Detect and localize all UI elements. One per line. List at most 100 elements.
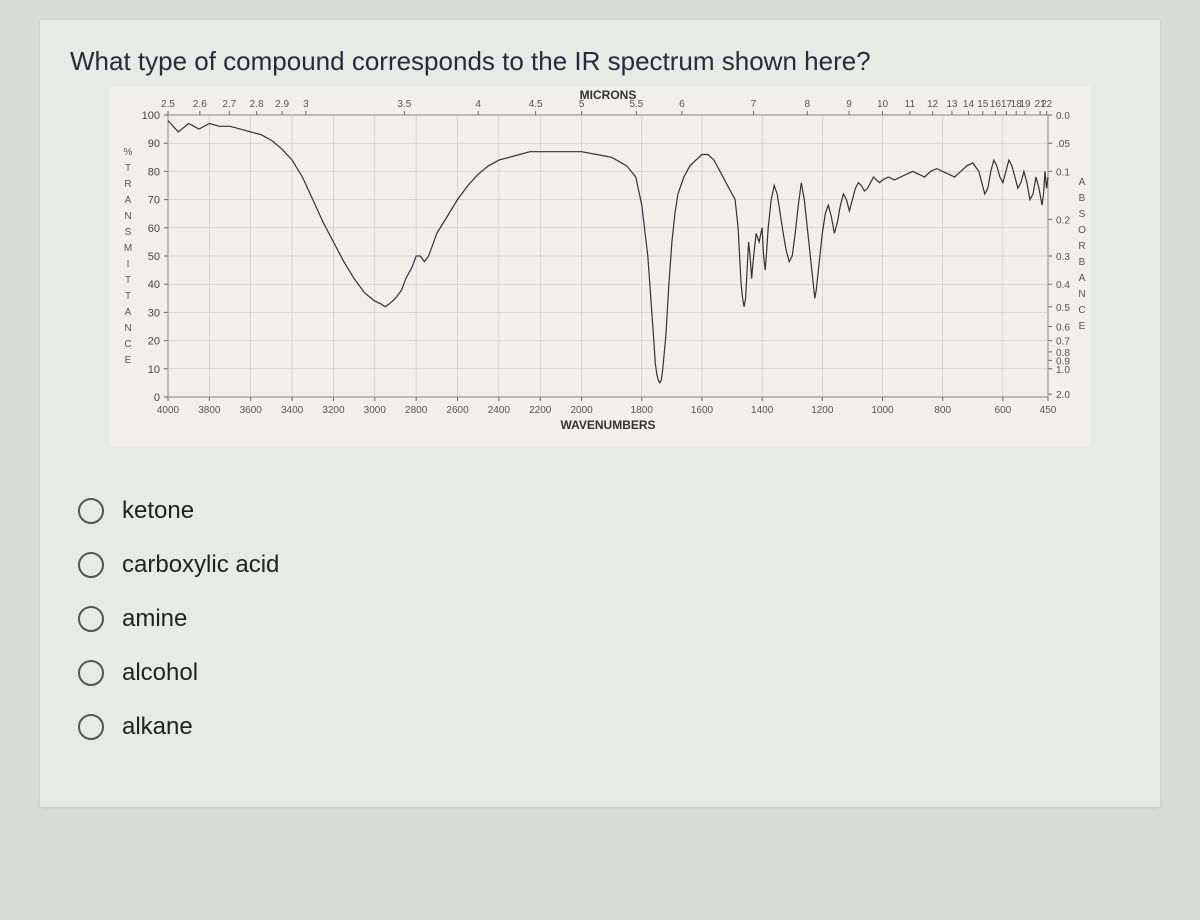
svg-text:2000: 2000 [570,405,593,416]
svg-text:0.1: 0.1 [1056,167,1070,178]
option-row[interactable]: alkane [78,713,1130,741]
svg-text:S: S [1079,209,1086,220]
svg-text:8: 8 [804,99,810,110]
svg-text:B: B [1079,193,1086,204]
option-label: alcohol [122,659,198,687]
ir-spectrum-chart: 10090807060504030201000.0.050.10.20.30.4… [110,87,1090,447]
svg-text:2.8: 2.8 [250,99,264,110]
svg-text:20: 20 [148,336,160,348]
radio-button[interactable] [78,552,104,578]
question-card: What type of compound corresponds to the… [40,20,1160,807]
svg-text:WAVENUMBERS: WAVENUMBERS [560,418,655,432]
svg-text:60: 60 [148,223,160,235]
svg-text:22: 22 [1041,99,1053,110]
svg-text:3800: 3800 [198,405,221,416]
option-label: carboxylic acid [122,551,279,579]
svg-text:2400: 2400 [488,405,511,416]
svg-text:30: 30 [148,307,160,319]
svg-text:T: T [125,163,131,174]
svg-text:MICRONS: MICRONS [580,88,637,102]
svg-text:14: 14 [963,99,975,110]
option-label: alkane [122,713,193,741]
svg-text:M: M [124,243,132,254]
svg-text:2.5: 2.5 [161,99,175,110]
svg-text:3400: 3400 [281,405,304,416]
option-label: ketone [122,497,194,525]
svg-text:T: T [125,291,131,302]
option-row[interactable]: amine [78,605,1130,633]
svg-text:A: A [1079,273,1086,284]
svg-text:0.6: 0.6 [1056,323,1070,334]
svg-text:E: E [125,355,132,366]
svg-text:0.2: 0.2 [1056,215,1070,226]
radio-button[interactable] [78,714,104,740]
svg-text:7: 7 [751,99,757,110]
svg-text:40: 40 [148,279,160,291]
svg-text:C: C [1078,305,1085,316]
svg-text:0.5: 0.5 [1056,303,1070,314]
svg-text:N: N [124,323,131,334]
svg-text:1400: 1400 [751,405,774,416]
svg-text:12: 12 [927,99,939,110]
svg-text:450: 450 [1040,405,1057,416]
svg-text:9: 9 [846,99,852,110]
svg-text:16: 16 [990,99,1002,110]
spectrum-svg: 10090807060504030201000.0.050.10.20.30.4… [110,87,1090,447]
svg-text:1800: 1800 [631,405,654,416]
svg-text:.05: .05 [1056,139,1070,150]
svg-text:19: 19 [1019,99,1031,110]
svg-text:A: A [125,195,132,206]
svg-text:%: % [124,147,133,158]
svg-text:3600: 3600 [240,405,263,416]
svg-text:11: 11 [905,99,916,110]
svg-text:3200: 3200 [322,405,345,416]
svg-text:A: A [1079,177,1086,188]
svg-text:1200: 1200 [811,405,834,416]
svg-text:2600: 2600 [446,405,469,416]
svg-text:N: N [1078,289,1085,300]
svg-text:1.0: 1.0 [1056,365,1070,376]
svg-text:6: 6 [679,99,685,110]
svg-text:15: 15 [977,99,989,110]
svg-text:0.3: 0.3 [1056,252,1070,263]
svg-text:0.0: 0.0 [1056,111,1070,122]
svg-text:2.0: 2.0 [1056,390,1070,401]
svg-text:4: 4 [475,99,481,110]
svg-text:0.7: 0.7 [1056,337,1070,348]
svg-text:I: I [127,259,130,270]
svg-text:3.5: 3.5 [397,99,411,110]
radio-button[interactable] [78,660,104,686]
svg-text:1000: 1000 [871,405,894,416]
svg-text:O: O [1078,225,1086,236]
svg-text:3: 3 [303,99,309,110]
svg-text:S: S [125,227,132,238]
svg-text:R: R [124,179,131,190]
option-row[interactable]: ketone [78,497,1130,525]
svg-text:600: 600 [995,405,1012,416]
answer-options: ketone carboxylic acid amine alcohol alkane [78,497,1130,741]
svg-text:70: 70 [148,195,160,207]
svg-text:800: 800 [934,405,951,416]
svg-text:B: B [1079,257,1086,268]
svg-text:N: N [124,211,131,222]
svg-text:R: R [1078,241,1085,252]
svg-text:4.5: 4.5 [529,99,543,110]
svg-text:1600: 1600 [691,405,714,416]
svg-text:E: E [1079,321,1086,332]
svg-text:2.7: 2.7 [222,99,236,110]
svg-text:13: 13 [946,99,958,110]
svg-text:100: 100 [142,110,160,122]
svg-text:50: 50 [148,251,160,263]
svg-text:10: 10 [148,364,160,376]
radio-button[interactable] [78,606,104,632]
option-row[interactable]: alcohol [78,659,1130,687]
question-text: What type of compound corresponds to the… [70,46,1130,77]
svg-text:2200: 2200 [529,405,552,416]
option-row[interactable]: carboxylic acid [78,551,1130,579]
svg-text:A: A [125,307,132,318]
radio-button[interactable] [78,498,104,524]
svg-text:3000: 3000 [364,405,387,416]
svg-text:80: 80 [148,166,160,178]
svg-text:0.4: 0.4 [1056,280,1070,291]
svg-text:T: T [125,275,131,286]
